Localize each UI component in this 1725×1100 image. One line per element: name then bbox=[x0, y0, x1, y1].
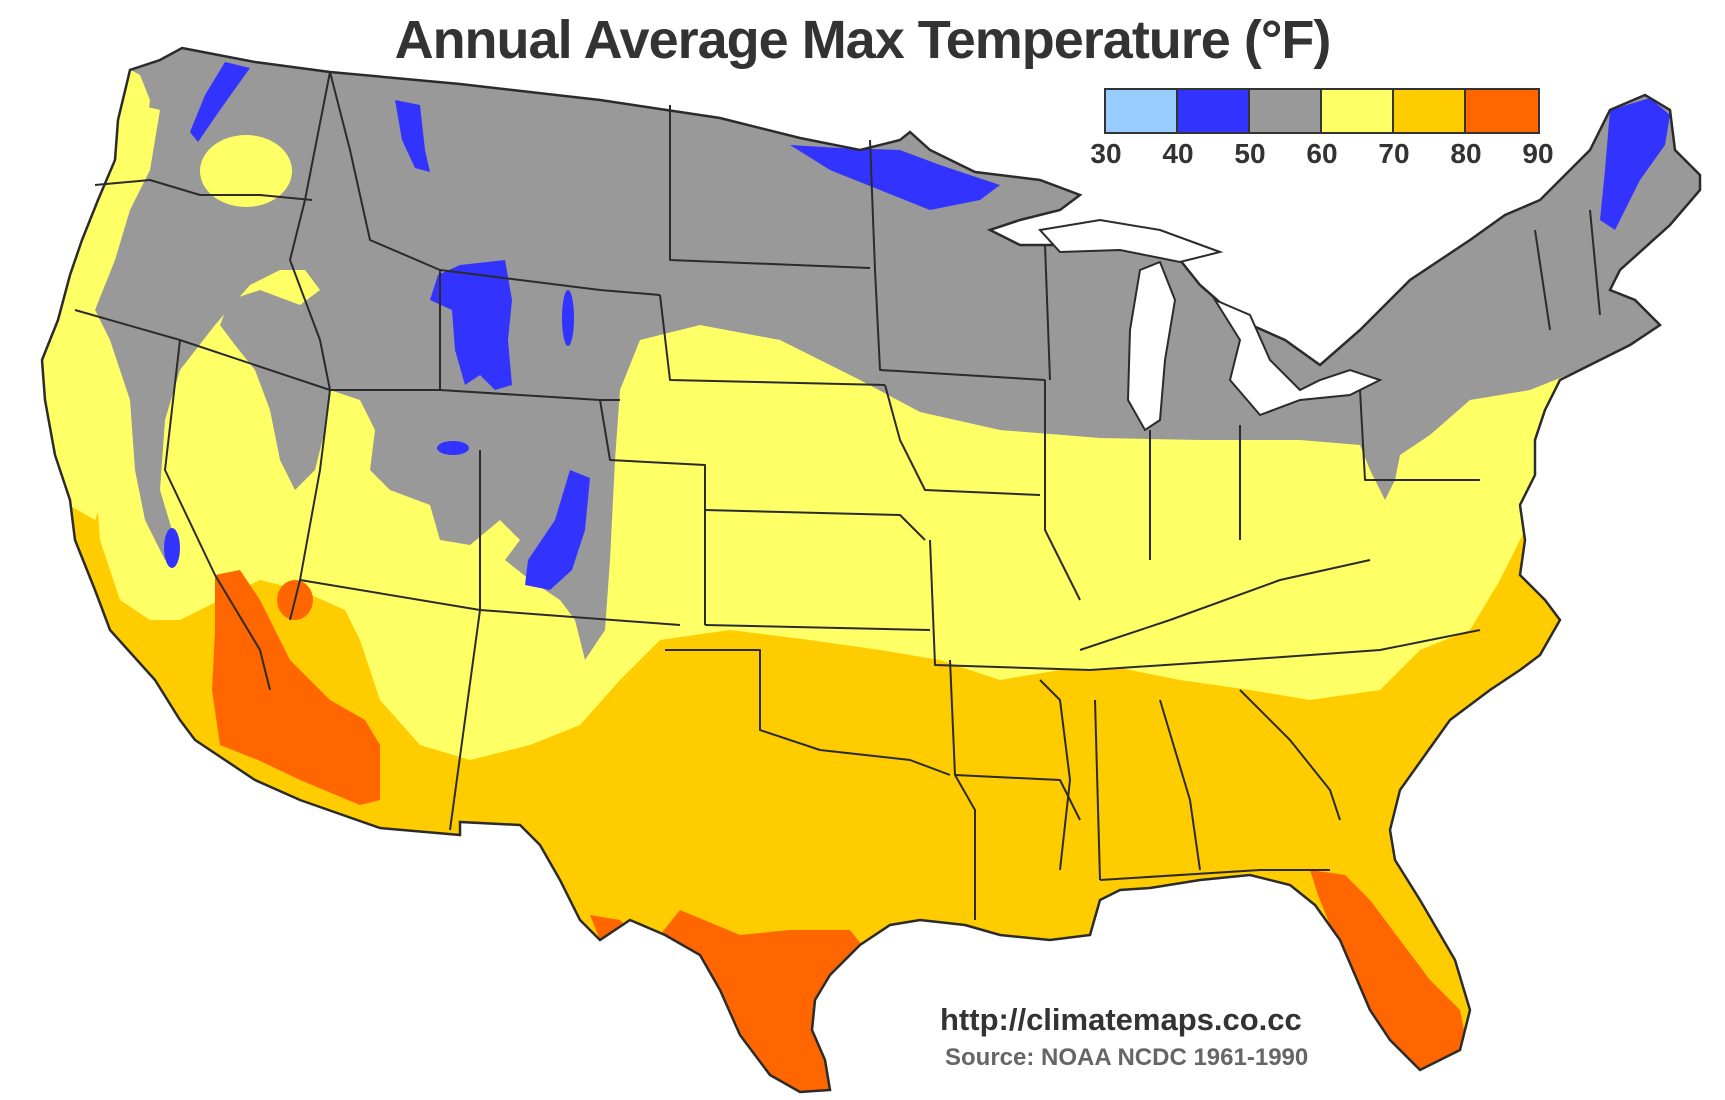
lake-superior bbox=[1038, 218, 1224, 264]
legend-swatch-80-90 bbox=[1466, 90, 1538, 132]
zone-80-90-florida bbox=[1310, 870, 1470, 1080]
zone-80-90-south-texas bbox=[660, 910, 870, 1092]
zone-80-90-southwest bbox=[212, 570, 380, 805]
state-line-ga-sc bbox=[1239, 689, 1341, 821]
state-line-nv-ut bbox=[289, 389, 331, 621]
state-line-al-ga bbox=[1159, 699, 1201, 871]
state-line-ms-al bbox=[1094, 699, 1101, 881]
legend-swatch-70-80 bbox=[1394, 90, 1466, 132]
state-line-mn-ia bbox=[869, 139, 1046, 381]
legend-ticks: 30 40 50 60 70 80 90 bbox=[1090, 134, 1553, 170]
state-line-mt-id bbox=[329, 71, 441, 271]
zone-40-50-minnesota bbox=[790, 145, 1000, 210]
state-line-mt-south bbox=[439, 269, 661, 296]
zone-40-50-wyoming bbox=[430, 260, 512, 390]
state-line-wi-mi bbox=[1044, 244, 1051, 381]
zone-40-50-nevada-spot bbox=[164, 528, 180, 568]
legend-tick-50: 50 bbox=[1234, 138, 1266, 169]
legend-tick-90: 90 bbox=[1522, 138, 1554, 169]
zone-40-50-utah-spot bbox=[437, 441, 469, 455]
state-line-az-nm bbox=[449, 609, 481, 831]
zone-60-70-island-oregon bbox=[200, 135, 292, 207]
legend-swatch-row bbox=[1104, 88, 1540, 134]
legend-tick-70: 70 bbox=[1378, 138, 1410, 169]
state-line-ar-la bbox=[954, 774, 1081, 821]
legend-swatch-40-50 bbox=[1178, 90, 1250, 132]
legend-swatch-60-70 bbox=[1322, 90, 1394, 132]
state-line-co-east bbox=[599, 399, 706, 625]
zone-40-50-montana bbox=[395, 100, 430, 172]
legend-tick-40: 40 bbox=[1162, 138, 1194, 169]
legend-tick-30: 30 bbox=[1090, 138, 1122, 169]
state-line-ga-fl bbox=[1099, 869, 1330, 881]
state-line-ia-mo bbox=[884, 384, 1041, 496]
temperature-legend: 30 40 50 60 70 80 90 bbox=[1090, 88, 1554, 170]
lake-huron-erie bbox=[1212, 297, 1383, 417]
zone-40-50-colorado bbox=[525, 470, 590, 590]
credit-source: Source: NOAA NCDC 1961-1990 bbox=[945, 1044, 1309, 1071]
state-line-tx-nm bbox=[665, 649, 951, 776]
state-line-ne-ks bbox=[704, 509, 926, 541]
state-line-nc-tn bbox=[1089, 629, 1481, 671]
state-line-id-west bbox=[289, 71, 331, 391]
state-line-tx-ok bbox=[949, 659, 976, 920]
state-line-ne-states bbox=[1534, 209, 1601, 331]
legend-swatch-30-40 bbox=[1106, 90, 1178, 132]
state-line-nd-sd bbox=[669, 105, 871, 269]
zone-40-50-maine bbox=[1600, 98, 1670, 230]
legend-tick-60: 60 bbox=[1306, 138, 1338, 169]
credit-url: http://climatemaps.co.cc bbox=[940, 1002, 1302, 1037]
state-line-pa-ny bbox=[1359, 389, 1480, 481]
zone-40-50-nw bbox=[190, 62, 250, 142]
state-line-mo-ar bbox=[929, 539, 1091, 671]
state-line-sd-ne bbox=[659, 294, 886, 386]
state-line-ky-tn bbox=[1079, 559, 1371, 651]
legend-swatch-50-60 bbox=[1250, 90, 1322, 132]
state-line-wa-or bbox=[94, 179, 313, 201]
state-boundaries bbox=[74, 71, 1601, 920]
state-line-la-ms bbox=[1039, 679, 1071, 871]
state-line-ca-nv bbox=[164, 339, 271, 691]
map-title: Annual Average Max Temperature (°F) bbox=[394, 10, 1332, 70]
lake-michigan bbox=[1126, 260, 1177, 432]
state-line-ks-ok bbox=[704, 624, 931, 631]
zone-60-70-pacific bbox=[42, 100, 160, 520]
state-line-il-in bbox=[1044, 380, 1081, 601]
zone-40-50-wyoming-spot bbox=[562, 290, 574, 346]
legend-tick-80: 80 bbox=[1450, 138, 1482, 169]
